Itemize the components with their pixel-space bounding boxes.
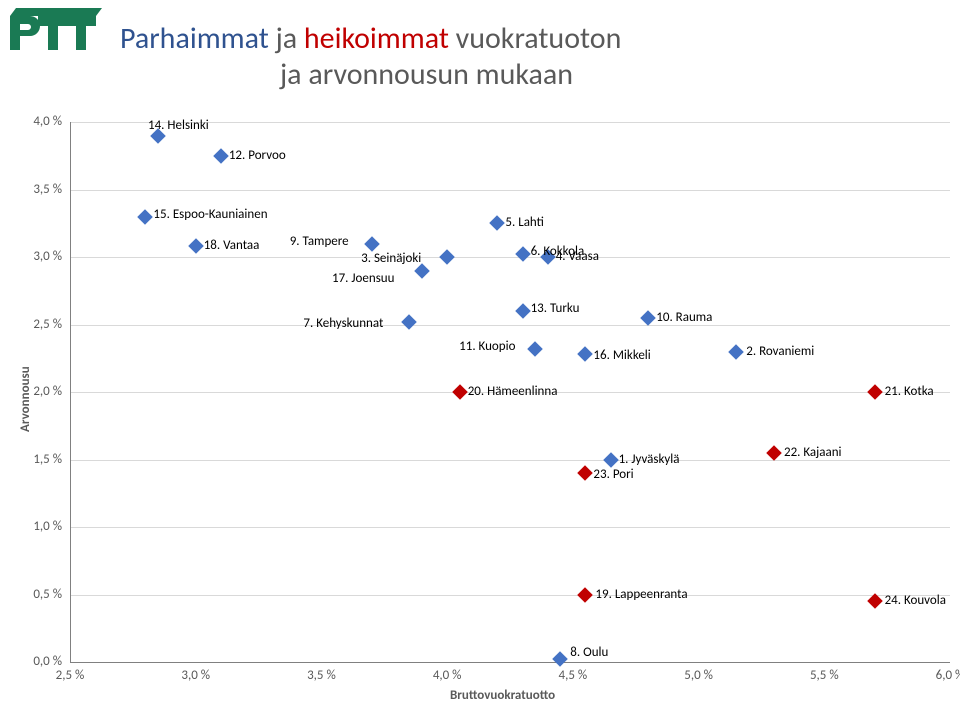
y-axis-title: Arvonnousu — [18, 366, 33, 432]
x-tick-label: 5,5 % — [810, 668, 839, 683]
y-tick-label: 4,0 % — [0, 114, 62, 129]
data-point-label: 18. Vantaa — [204, 238, 260, 253]
data-point-label: 11. Kuopio — [459, 339, 515, 354]
data-point-label: 22. Kajaani — [784, 445, 842, 460]
data-point-label: 12. Porvoo — [229, 148, 286, 163]
data-point-label: 9. Tampere — [290, 234, 349, 249]
gridline-horizontal — [70, 190, 950, 191]
data-point-label: 15. Espoo-Kauniainen — [153, 207, 267, 222]
gridline-horizontal — [70, 595, 950, 596]
data-point-label: 7. Kehyskunnat — [303, 316, 383, 331]
data-point-label: 13. Turku — [531, 301, 580, 316]
data-point-label: 21. Kotka — [885, 384, 934, 399]
x-tick-label: 3,5 % — [307, 668, 336, 683]
data-point-label: 16. Mikkeli — [593, 348, 650, 363]
data-point-label: 2. Rovaniemi — [746, 344, 814, 359]
scatter-chart: 0,0 %0,5 %1,0 %1,5 %2,0 %2,5 %3,0 %3,5 %… — [0, 0, 960, 714]
y-tick-label: 3,0 % — [0, 249, 62, 264]
data-point-label: 5. Lahti — [505, 215, 543, 230]
data-point-label: 23. Pori — [593, 467, 633, 482]
gridline-horizontal — [70, 325, 950, 326]
y-axis-line — [70, 122, 71, 662]
data-point-label: 8. Oulu — [570, 645, 608, 660]
y-tick-label: 2,5 % — [0, 317, 62, 332]
x-tick-label: 2,5 % — [56, 668, 85, 683]
data-point-label: 6. Kokkola — [531, 244, 585, 259]
data-point-label: 24. Kouvola — [885, 593, 946, 608]
data-point-label: 17. Joensuu — [332, 271, 394, 286]
x-tick-label: 6,0 % — [936, 668, 960, 683]
data-point-label: 10. Rauma — [656, 310, 712, 325]
data-point-label: 20. Hämeenlinna — [468, 384, 558, 399]
y-tick-label: 1,5 % — [0, 452, 62, 467]
data-point-label: 19. Lappeenranta — [595, 587, 687, 602]
x-tick-label: 5,0 % — [684, 668, 713, 683]
x-tick-label: 4,5 % — [559, 668, 588, 683]
data-point-label: 3. Seinäjoki — [361, 251, 421, 266]
x-tick-label: 3,0 % — [181, 668, 210, 683]
y-tick-label: 0,0 % — [0, 654, 62, 669]
y-tick-label: 1,0 % — [0, 519, 62, 534]
y-tick-label: 3,5 % — [0, 182, 62, 197]
x-axis-title: Bruttovuokratuotto — [450, 688, 555, 703]
data-point-label: 1. Jyväskylä — [619, 452, 680, 467]
y-tick-label: 0,5 % — [0, 587, 62, 602]
x-axis-line — [70, 662, 950, 663]
gridline-horizontal — [70, 257, 950, 258]
data-point-label: 14. Helsinki — [148, 118, 209, 133]
gridline-horizontal — [70, 527, 950, 528]
x-tick-label: 4,0 % — [433, 668, 462, 683]
